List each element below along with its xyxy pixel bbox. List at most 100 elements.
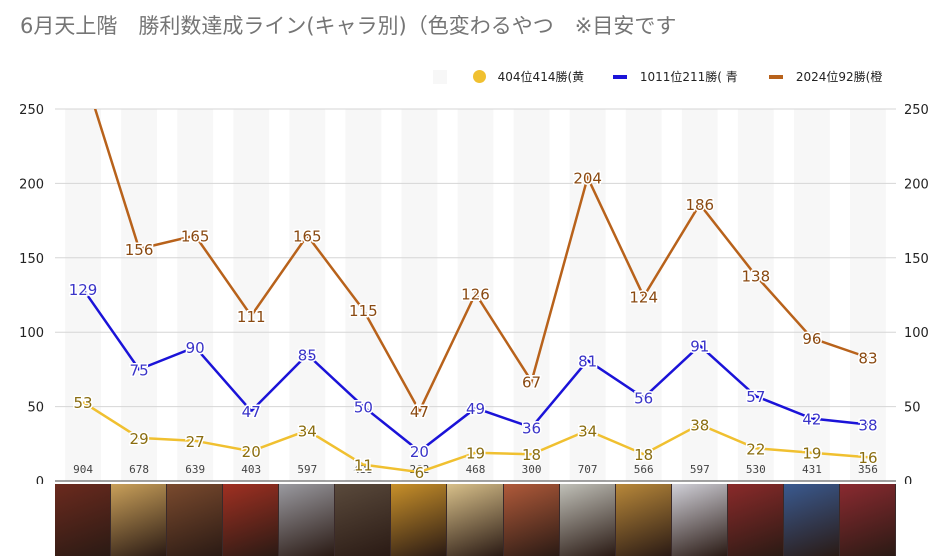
- data-label-series-0: 19: [466, 445, 485, 463]
- background-bar: [401, 109, 438, 481]
- background-bar: [737, 109, 774, 481]
- background-bar: [121, 109, 158, 481]
- character-portrait: [167, 484, 224, 556]
- data-label-series-0: 38: [690, 416, 709, 434]
- data-label-series-2: 156: [125, 241, 154, 259]
- y-tick-label-left: 0: [36, 475, 44, 484]
- series-line-2: [93, 109, 869, 414]
- character-portrait: [727, 484, 784, 556]
- background-bar-label: 356: [858, 463, 878, 476]
- character-portrait: [447, 484, 504, 556]
- data-label-series-0: 6: [415, 464, 425, 482]
- background-bar-label: 262: [409, 463, 429, 476]
- background-bar-label: 707: [578, 463, 598, 476]
- y-tick-label-left: 50: [27, 401, 44, 416]
- data-label-series-0: 18: [634, 446, 653, 464]
- background-bar: [65, 109, 101, 481]
- series-line-0: [82, 401, 869, 474]
- character-portrait: [783, 484, 840, 556]
- background-bar: [681, 109, 718, 481]
- data-label-series-1: 75: [130, 361, 149, 379]
- y-tick-label-left: 200: [19, 177, 44, 192]
- character-portrait: [391, 484, 448, 556]
- data-label-series-2: 111: [237, 308, 266, 326]
- data-label-series-2: 47: [410, 403, 429, 421]
- character-portrait: [223, 484, 280, 556]
- legend-item-1[interactable]: 1011位211勝( 青: [613, 68, 738, 85]
- line-chart: 0 0 50 50 100 100 150 150 200 200 250 250 904 678 639 4…: [19, 103, 929, 484]
- data-label-series-2: 138: [742, 268, 771, 286]
- character-portrait: [671, 484, 728, 556]
- background-bar: [569, 109, 606, 481]
- y-tick-label-right: 0: [904, 475, 912, 484]
- y-tick-label-left: 250: [19, 103, 44, 118]
- data-label-series-2: 67: [522, 373, 541, 391]
- character-portrait: [335, 484, 392, 556]
- chart-title: 6月天上階 勝利数達成ライン(キャラ別)（色変わるやつ ※目安です: [20, 14, 677, 38]
- background-bar-label: 597: [297, 463, 317, 476]
- legend-marker-1: [613, 74, 627, 79]
- data-label-series-0: 34: [578, 422, 597, 440]
- y-tick-label-left: 100: [19, 326, 44, 341]
- data-label-series-0: 53: [73, 394, 92, 412]
- legend-swatch-0: [433, 69, 447, 84]
- y-tick-label-right: 150: [904, 252, 929, 267]
- data-label-series-0: 22: [746, 440, 765, 458]
- data-label-series-1: 81: [578, 352, 597, 370]
- data-label-series-2: 96: [802, 330, 821, 348]
- background-bar-label: 678: [129, 463, 149, 476]
- y-tick-label-right: 200: [904, 177, 929, 192]
- data-label-series-1: 57: [746, 388, 765, 406]
- data-label-series-0: 29: [130, 430, 149, 448]
- data-label-series-2: 204: [573, 169, 602, 187]
- data-label-series-2: 115: [349, 302, 378, 320]
- data-label-series-1: 20: [410, 443, 429, 461]
- background-bar-label: 300: [522, 463, 542, 476]
- legend-label-2: 2024位92勝(橙: [795, 70, 883, 84]
- data-label-series-1: 90: [186, 339, 205, 357]
- background-bar: [850, 109, 886, 481]
- background-bar-label: 639: [185, 463, 205, 476]
- series-line-1: [82, 288, 869, 453]
- data-label-series-2: 126: [461, 286, 490, 304]
- legend-marker-2: [769, 74, 783, 79]
- data-label-series-2: 165: [293, 227, 322, 245]
- data-label-series-2: 165: [181, 227, 210, 245]
- legend-item-2[interactable]: 2024位92勝(橙: [769, 68, 882, 85]
- data-label-series-0: 16: [858, 449, 877, 467]
- data-label-series-0: 18: [522, 446, 541, 464]
- y-tick-label-right: 50: [904, 401, 921, 416]
- character-portrait: [111, 484, 168, 556]
- character-portrait-strip: [55, 484, 896, 556]
- legend-label-0: 404位414勝(黄: [497, 70, 585, 84]
- data-label-series-1: 47: [242, 403, 261, 421]
- data-label-series-0: 19: [802, 445, 821, 463]
- data-label-series-1: 85: [298, 347, 317, 365]
- data-label-series-1: 42: [802, 411, 821, 429]
- legend-label-1: 1011位211勝( 青: [639, 70, 738, 84]
- background-bar-label: 597: [690, 463, 710, 476]
- background-bar-label: 904: [73, 463, 93, 476]
- data-label-series-0: 34: [298, 422, 317, 440]
- background-bar: [289, 109, 326, 481]
- data-label-series-1: 56: [634, 390, 653, 408]
- data-label-series-1: 38: [858, 416, 877, 434]
- background-bar: [177, 109, 214, 481]
- background-bar-label: 431: [802, 463, 822, 476]
- background-bar: [513, 109, 550, 481]
- data-label-series-1: 49: [466, 400, 485, 418]
- character-portrait: [55, 484, 112, 556]
- data-label-series-1: 91: [690, 338, 709, 356]
- background-bar-label: 468: [466, 463, 486, 476]
- data-label-series-1: 129: [69, 281, 98, 299]
- data-label-series-0: 20: [242, 443, 261, 461]
- data-label-series-0: 11: [354, 457, 373, 475]
- data-label-series-1: 36: [522, 419, 541, 437]
- background-bar-label: 566: [634, 463, 654, 476]
- legend-item-0[interactable]: 404位414勝(黄: [433, 68, 584, 85]
- character-portrait: [559, 484, 616, 556]
- y-tick-label-right: 100: [904, 326, 929, 341]
- y-tick-label-right: 250: [904, 103, 929, 118]
- data-label-series-2: 186: [685, 196, 714, 214]
- background-bar-label: 403: [241, 463, 261, 476]
